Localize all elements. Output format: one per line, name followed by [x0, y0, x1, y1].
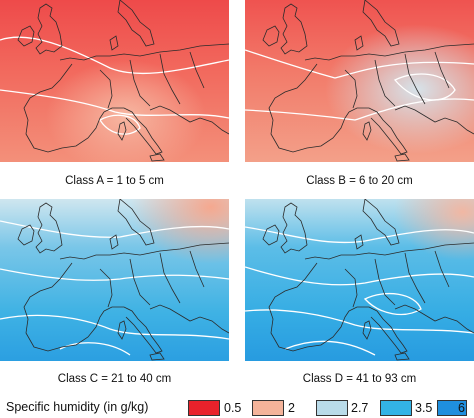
- coastline-outline: [362, 320, 372, 340]
- coastline-outline: [344, 51, 450, 109]
- humidity-map-b: [245, 0, 474, 162]
- legend-swatch-1: [252, 400, 284, 416]
- coastline-outline: [35, 3, 63, 55]
- caption-c: Class C = 21 to 40 cm: [57, 373, 172, 385]
- coastline-outline: [17, 25, 35, 47]
- coastline-outline: [268, 43, 474, 155]
- legend-label-3: 3.5: [415, 401, 433, 415]
- coastline-outline: [99, 250, 205, 308]
- coastline-outline: [117, 199, 155, 246]
- coastline-outline: [362, 121, 372, 141]
- coastline-outline: [117, 320, 127, 340]
- coastline-outline: [99, 51, 205, 109]
- humidity-map-a: [0, 0, 229, 162]
- legend-swatch-4: [437, 400, 467, 416]
- contour-lines: [0, 36, 229, 135]
- map-panel-b: [245, 0, 474, 162]
- legend-title: Specific humidity (in g/kg): [6, 400, 149, 414]
- coastline-outline: [354, 35, 364, 51]
- coastline-outline: [35, 202, 63, 254]
- coastline-outline: [23, 242, 229, 354]
- coastline-outline: [23, 43, 229, 155]
- coastline-outline: [109, 35, 119, 51]
- coastline-outline: [17, 224, 35, 246]
- coastline-outline: [362, 0, 400, 47]
- coastline-outline: [149, 153, 165, 162]
- coastline-outline: [268, 242, 474, 354]
- coastline-outline: [362, 199, 400, 246]
- coastline-outline: [117, 121, 127, 141]
- caption-a: Class A = 1 to 5 cm: [65, 175, 164, 187]
- coastline-outline: [149, 352, 165, 361]
- legend-swatch-3: [380, 400, 412, 416]
- coastline-outline: [280, 202, 308, 254]
- legend-swatch-0: [188, 400, 220, 416]
- coastline-outline: [280, 3, 308, 55]
- coastline-outline: [344, 250, 450, 308]
- coastline-outline: [117, 0, 155, 47]
- coastline-outline: [354, 234, 364, 250]
- map-panel-c: [0, 199, 229, 361]
- map-panel-a: [0, 0, 229, 162]
- legend-label-0: 0.5: [224, 401, 242, 415]
- legend-label-1: 2: [288, 401, 295, 415]
- legend-label-2: 2.7: [351, 401, 369, 415]
- legend: Specific humidity (in g/kg) 0.5 2 2.7 3.…: [0, 398, 474, 418]
- coastline-outline: [394, 153, 410, 162]
- map-panel-d: [245, 199, 474, 361]
- coastline-outline: [262, 25, 280, 47]
- contour-lines: [0, 220, 229, 356]
- caption-d: Class D = 41 to 93 cm: [302, 373, 417, 385]
- coastline-outline: [394, 352, 410, 361]
- coastline-outline: [109, 234, 119, 250]
- humidity-map-c: [0, 199, 229, 361]
- coastline-outline: [262, 224, 280, 246]
- caption-b: Class B = 6 to 20 cm: [306, 175, 413, 187]
- legend-swatch-2: [316, 400, 348, 416]
- humidity-map-d: [245, 199, 474, 361]
- legend-label-4: 6: [458, 401, 465, 415]
- contour-lines: [245, 49, 474, 121]
